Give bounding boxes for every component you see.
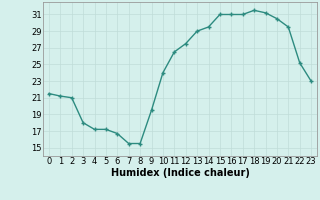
X-axis label: Humidex (Indice chaleur): Humidex (Indice chaleur) — [111, 168, 249, 178]
